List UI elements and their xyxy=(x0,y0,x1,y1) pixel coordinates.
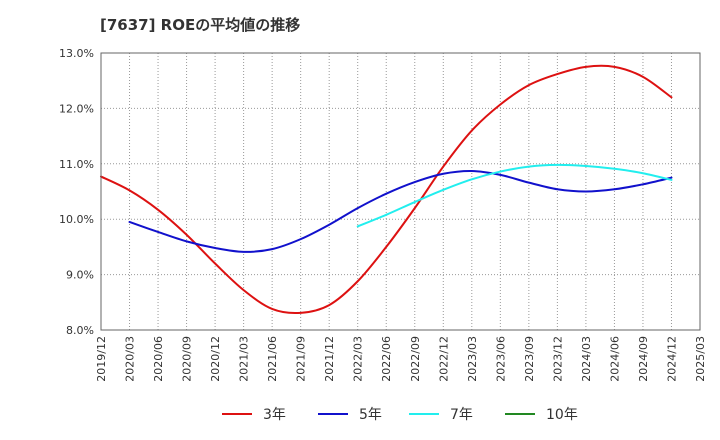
series-line-3 xyxy=(356,163,673,228)
x-tick-label: 2020/09 xyxy=(181,336,194,382)
y-tick-label: 13.0% xyxy=(59,47,94,60)
x-tick-label: 2022/09 xyxy=(409,336,422,382)
y-tick-label: 10.0% xyxy=(59,213,94,226)
chart-title: [7637] ROEの平均値の推移 xyxy=(100,16,301,34)
x-tick-label: 2020/12 xyxy=(209,336,222,382)
legend: 3年 5年 7年 10年 xyxy=(222,407,578,423)
series-line-2 xyxy=(128,169,673,253)
x-tick-label: 2022/12 xyxy=(437,336,450,382)
x-tick-label: 2022/03 xyxy=(352,336,365,382)
plot-border xyxy=(100,52,701,331)
y-tick-label: 11.0% xyxy=(59,158,94,171)
x-tick-label: 2023/09 xyxy=(523,336,536,382)
y-tick-label: 12.0% xyxy=(59,102,94,115)
y-tick-label: 9.0% xyxy=(66,269,94,282)
axes: 8.0% 9.0% 10.0% 11.0% 12.0% 13.0% 2019/12 2020/… xyxy=(59,47,707,382)
x-tick-label: 2020/03 xyxy=(124,336,137,382)
y-tick-label: 8.0% xyxy=(66,324,94,337)
x-tick-label: 2021/06 xyxy=(266,336,279,382)
x-tick-label: 2022/06 xyxy=(380,336,393,382)
plot-background xyxy=(101,53,700,330)
x-tick-label: 2020/06 xyxy=(152,336,165,382)
x-tick-label: 2025/03 xyxy=(694,336,707,382)
legend-label: 7年 xyxy=(450,407,473,423)
x-tick-label: 2024/06 xyxy=(608,336,621,382)
x-tick-label: 2024/12 xyxy=(665,336,678,382)
x-tick-label: 2023/12 xyxy=(551,336,564,382)
x-tick-label: 2021/12 xyxy=(323,336,336,382)
series-lines xyxy=(100,64,673,315)
x-tick-label: 2024/09 xyxy=(637,336,650,382)
x-tick-label: 2019/12 xyxy=(95,336,108,382)
x-tick-label: 2023/03 xyxy=(466,336,479,382)
x-tick-label: 2021/09 xyxy=(295,336,308,382)
plot-area xyxy=(101,53,700,330)
x-tick-label: 2023/06 xyxy=(494,336,507,382)
x-tick-label: 2024/03 xyxy=(580,336,593,382)
legend-label: 10年 xyxy=(546,407,578,423)
x-tick-label: 2021/03 xyxy=(238,336,251,382)
legend-label: 3年 xyxy=(263,407,286,423)
legend-label: 5年 xyxy=(359,407,382,423)
